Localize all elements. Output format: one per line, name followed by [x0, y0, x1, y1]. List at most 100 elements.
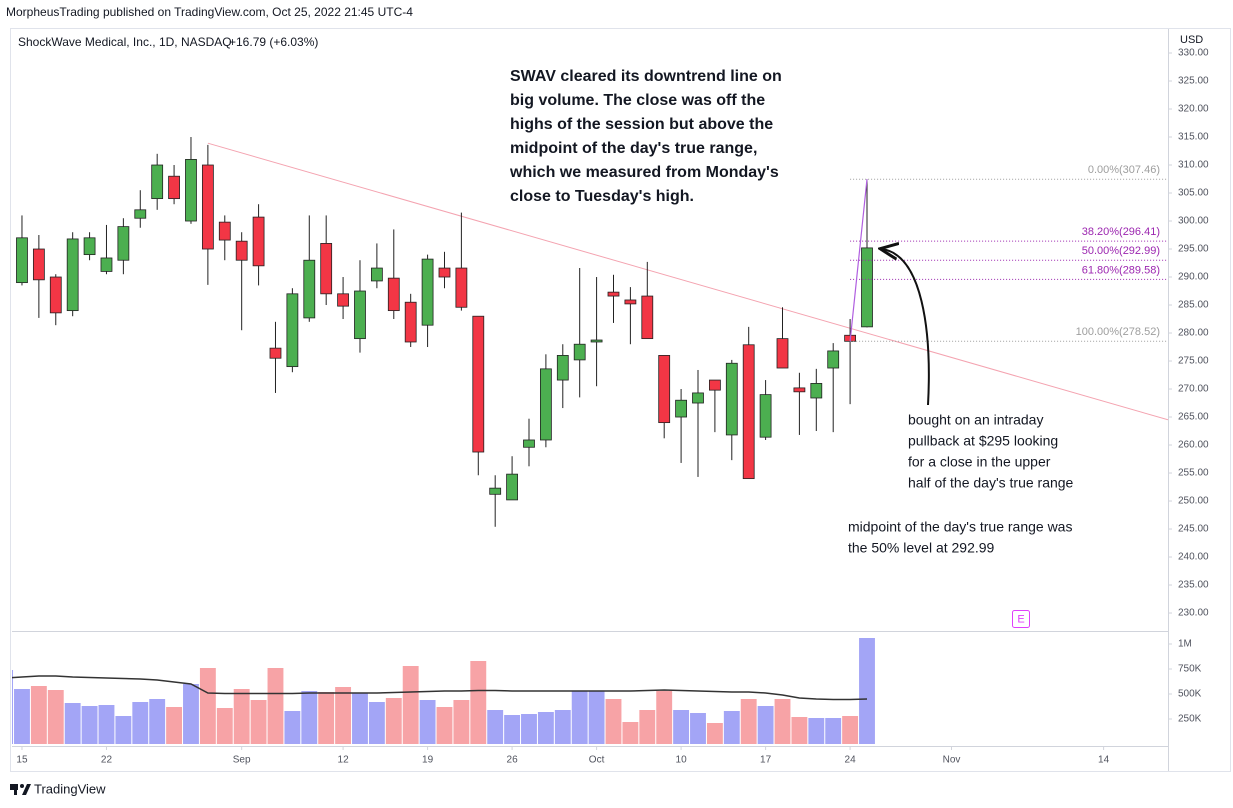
volume-bar [605, 699, 622, 744]
volume-bar [30, 686, 47, 744]
volume-bar [487, 710, 504, 744]
volume-bar [402, 666, 419, 744]
volume-bar [216, 708, 233, 744]
brand: TradingView [34, 781, 106, 796]
y-tick-label: 305.00 [1178, 188, 1209, 199]
fib-swing [849, 179, 868, 342]
volume-pane [12, 638, 875, 744]
annotation: bought on an intraday [908, 412, 1043, 428]
annotation-arrow [882, 249, 930, 406]
candle-body [709, 379, 721, 391]
candle-body [218, 221, 231, 241]
volume-bar [622, 722, 639, 744]
volume-bar [250, 700, 267, 744]
candle-body [438, 267, 451, 278]
volume-tick-label: 1M [1178, 639, 1192, 650]
candle-body [506, 473, 518, 501]
candle-body [66, 238, 79, 312]
candle-body [185, 159, 197, 222]
y-tick-label: 285.00 [1178, 300, 1209, 311]
volume-bar [673, 710, 690, 744]
candle-body [49, 276, 62, 314]
volume-bar [554, 710, 571, 744]
volume-bar [521, 714, 537, 744]
fib-label: 38.20%(296.41) [1082, 226, 1160, 238]
candle-body [235, 240, 248, 261]
candle-body [827, 350, 840, 369]
volume-bar [825, 718, 842, 744]
fib-label: 61.80%(289.58) [1082, 264, 1160, 276]
axes: 230.00235.00240.00245.00250.00255.00260.… [16, 48, 1209, 766]
x-tick-label: 26 [507, 755, 519, 766]
candle-body [861, 247, 873, 328]
candle-body [100, 257, 113, 272]
x-tick-label: 14 [1098, 755, 1110, 766]
candle-body [776, 338, 789, 369]
volume-bar [842, 716, 859, 744]
candle-body [556, 355, 569, 381]
candle-body [472, 315, 485, 453]
y-tick-label: 275.00 [1178, 356, 1209, 367]
volume-tick-label: 500K [1178, 689, 1202, 700]
volume-bar [537, 712, 554, 744]
volume-bar [774, 699, 791, 744]
annotation: for a close in the upper [908, 454, 1051, 470]
x-tick-label: 22 [101, 755, 113, 766]
volume-bar [12, 670, 14, 744]
volume-bar [453, 700, 470, 744]
y-tick-label: 250.00 [1178, 496, 1209, 507]
x-tick-label: 24 [845, 755, 857, 766]
candle-body [675, 399, 687, 418]
volume-bar [436, 707, 453, 744]
volume-bar [723, 711, 740, 744]
candle-body [83, 237, 96, 256]
candle-body [539, 368, 552, 441]
volume-bar [81, 706, 98, 744]
volume-bar [233, 689, 250, 744]
candle-body [117, 226, 130, 261]
volume-bar [199, 668, 216, 744]
candle-body [404, 301, 417, 343]
volume-bar [419, 700, 436, 744]
candle-body [489, 487, 502, 495]
fib-label: 0.00%(307.46) [1088, 164, 1160, 176]
y-tick-label: 320.00 [1178, 104, 1209, 115]
candle-body [624, 299, 637, 305]
volume-bar [368, 702, 385, 744]
y-tick-label: 230.00 [1178, 608, 1209, 619]
candle-body [387, 277, 400, 312]
candle-body [641, 295, 654, 340]
y-tick-label: 265.00 [1178, 412, 1209, 423]
volume-bar [335, 687, 352, 744]
annotation: highs of the session but above the [510, 116, 773, 133]
y-tick-label: 295.00 [1178, 244, 1209, 255]
annotation: close to Tuesday's high. [510, 188, 694, 205]
candle-body [252, 216, 265, 267]
volume-tick-label: 250K [1178, 714, 1202, 725]
volume-bar [284, 711, 301, 744]
candle-body [337, 293, 349, 307]
volume-bar [791, 717, 808, 744]
volume-bar [385, 698, 402, 744]
frame [10, 28, 1231, 772]
volume-bar [318, 692, 335, 744]
volume-bar [115, 716, 132, 744]
candle-body [523, 439, 535, 448]
tv-logo [10, 784, 31, 795]
annotation: SWAV cleared its downtrend line on [510, 68, 782, 85]
symbol: ShockWave Medical, Inc., 1D, NASDAQ [18, 35, 232, 49]
candle-body [286, 293, 299, 368]
volume-bar [166, 707, 183, 744]
volume-bar [808, 718, 825, 744]
volume-bar [690, 713, 706, 744]
annotation: midpoint of the day's true range was [848, 519, 1072, 535]
volume-bar [639, 710, 656, 744]
earnings-marker [1012, 610, 1030, 628]
y-tick-label: 290.00 [1178, 272, 1209, 283]
candle-body [320, 243, 333, 295]
y-tick-label: 240.00 [1178, 552, 1209, 563]
x-tick-label: Oct [589, 755, 605, 766]
annotation: half of the day's true range [908, 475, 1074, 491]
annotation: pullback at $295 looking [908, 433, 1058, 449]
